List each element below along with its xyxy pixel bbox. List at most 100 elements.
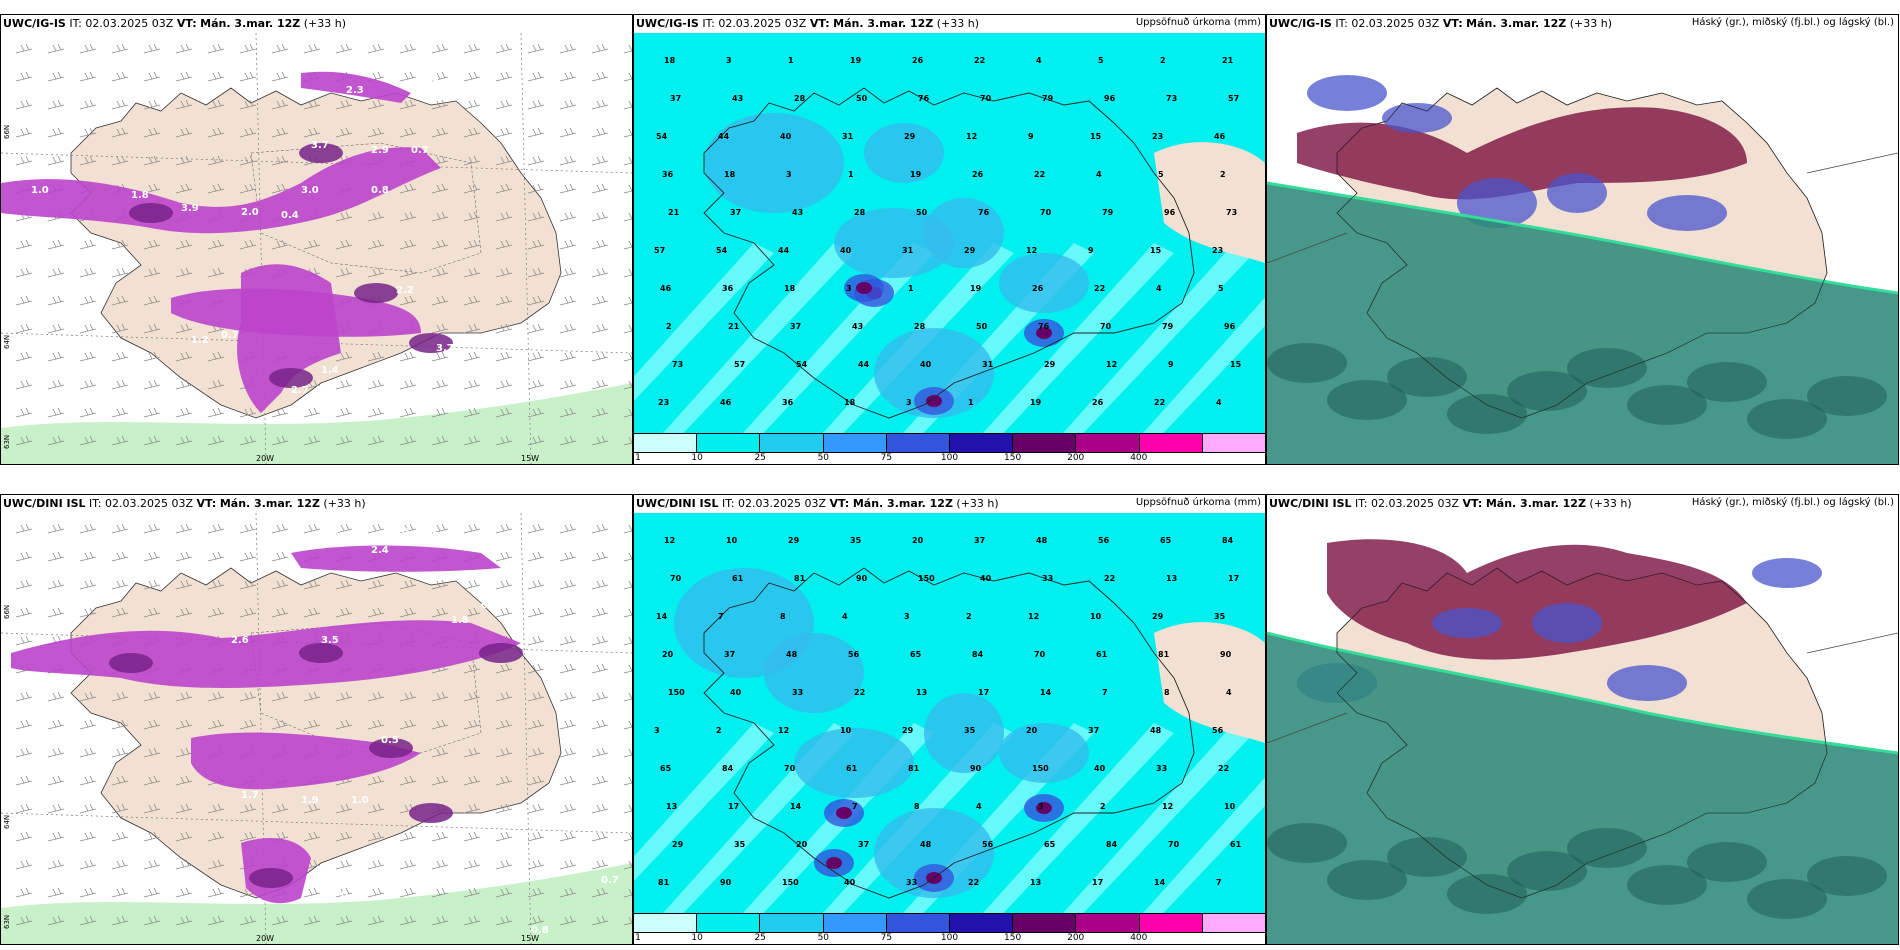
wind-barb	[623, 636, 632, 646]
longitude-line	[520, 33, 532, 464]
precip-value-label: 79	[1102, 208, 1114, 217]
wind-barb	[207, 719, 225, 730]
precip-value-label: 40	[844, 878, 856, 887]
precip-medium	[834, 208, 954, 278]
wind-barb	[527, 407, 545, 418]
precip-core	[369, 738, 413, 758]
wind-barb	[79, 239, 97, 250]
wind-barb	[143, 435, 161, 446]
precip-value-label: 2.7	[291, 385, 309, 396]
precip-value-label: 46	[1214, 132, 1226, 141]
colorbar-segment	[760, 434, 824, 452]
wind-barb	[271, 551, 289, 562]
wind-barb	[559, 859, 577, 870]
dry-land-area	[1154, 142, 1265, 263]
wind-barb	[399, 607, 417, 618]
wind-barb	[623, 296, 632, 306]
wind-barb	[463, 267, 481, 278]
wind-barb	[591, 747, 609, 758]
precip-value-label: 35	[734, 840, 746, 849]
precip-value-label: 48	[786, 650, 798, 659]
wind-barb	[367, 99, 385, 110]
wind-barb	[431, 127, 449, 138]
wind-barb	[79, 99, 97, 110]
low-cloud-dense	[1447, 394, 1527, 434]
precip-value-label: 1.2	[191, 335, 209, 346]
low-cloud-dense	[1507, 851, 1587, 891]
colorbar-segment	[634, 914, 698, 932]
wind-barb	[175, 691, 193, 702]
map-cloud-cover	[1267, 513, 1898, 944]
wind-barb	[623, 380, 632, 390]
wind-barb	[239, 127, 257, 138]
precip-value-label: 22	[1034, 170, 1045, 179]
panel-clouds-igis: UWC/IG-IS IT: 02.03.2025 03Z VT: Mán. 3.…	[1266, 14, 1899, 465]
colorbar-segment	[1076, 914, 1140, 932]
wind-barb	[527, 859, 545, 870]
wind-barb	[111, 831, 129, 842]
high-cloud	[1327, 539, 1747, 660]
wind-barb	[143, 295, 161, 306]
lat-tick-label: 63N	[3, 915, 11, 929]
precip-value-label: 3	[1038, 802, 1044, 811]
precip-value-label: 50	[976, 322, 988, 331]
wind-barb	[623, 608, 632, 618]
wind-barb	[111, 239, 129, 250]
wind-barb	[175, 775, 193, 786]
colorbar-segment	[1013, 914, 1077, 932]
precip-value-label: 1.0	[31, 185, 49, 196]
wind-barb	[495, 579, 513, 590]
precip-streak	[974, 243, 1174, 443]
precip-value-label: 31	[902, 246, 914, 255]
wind-barb	[47, 295, 65, 306]
colorbar-tick-label: 150	[1004, 453, 1022, 463]
precip-value-label: 10	[840, 726, 852, 735]
precip-value-label: 29	[1152, 612, 1164, 621]
wind-barb	[335, 379, 353, 390]
wind-barb	[335, 99, 353, 110]
lon-tick-label: 15W	[521, 454, 539, 463]
colorbar	[634, 433, 1265, 453]
precip-medium	[794, 728, 914, 798]
precip-value-label: 2	[966, 612, 972, 621]
wind-barb	[591, 295, 609, 306]
wind-barb	[79, 351, 97, 362]
wind-barb	[303, 127, 321, 138]
precip-value-label: 29	[1044, 360, 1056, 369]
wind-barb	[399, 523, 417, 534]
wind-barb	[79, 887, 97, 898]
precip-value-label: 43	[852, 322, 863, 331]
precip-value-label: 3	[904, 612, 910, 621]
wind-barb	[623, 352, 632, 362]
wind-barb	[47, 267, 65, 278]
precip-medium	[999, 723, 1089, 783]
low-cloud-dense	[1687, 842, 1767, 882]
wind-barb	[495, 267, 513, 278]
wind-barb	[559, 43, 577, 54]
wind-barb	[399, 831, 417, 842]
wind-barb	[495, 155, 513, 166]
wind-barb	[207, 551, 225, 562]
precip-value-label: 2	[1160, 56, 1166, 65]
wind-barb	[591, 239, 609, 250]
wind-barb	[335, 267, 353, 278]
precip-value-label: 65	[660, 764, 672, 773]
wind-barb	[527, 379, 545, 390]
precip-value-label: 1.1	[321, 525, 339, 536]
wind-barb	[207, 183, 225, 194]
wind-barb	[143, 775, 161, 786]
wind-barb	[367, 127, 385, 138]
wind-barb	[143, 71, 161, 82]
wind-barb	[303, 719, 321, 730]
precip-value-label: 7	[1102, 688, 1108, 697]
wind-barb	[175, 579, 193, 590]
precip-value-label: 40	[1094, 764, 1106, 773]
wind-barb	[463, 239, 481, 250]
precip-value-label: 3	[726, 56, 732, 65]
precip-value-label: 23	[658, 398, 669, 407]
lon-tick-label: 15W	[521, 934, 539, 943]
lat-tick-label: 63N	[3, 435, 11, 449]
wind-barb	[175, 323, 193, 334]
wind-barb	[143, 379, 161, 390]
precip-value-label: 70	[670, 574, 682, 583]
